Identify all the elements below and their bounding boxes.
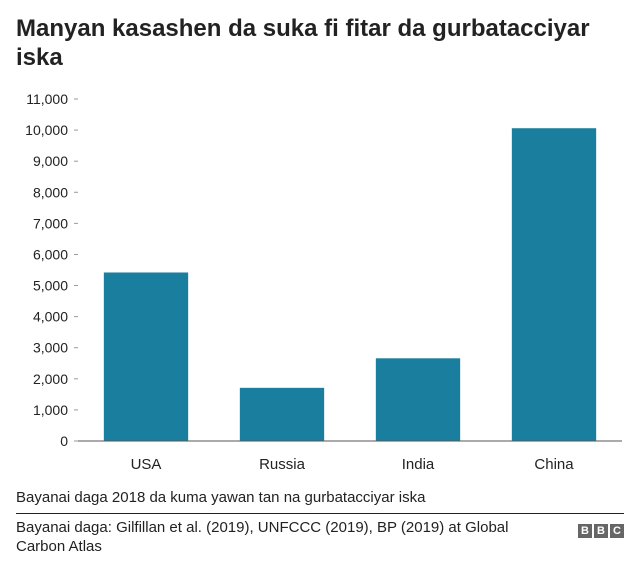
y-tick-label: 7,000 — [33, 215, 68, 231]
footer-divider — [16, 513, 624, 514]
x-category-label: India — [402, 456, 435, 473]
y-tick-label: 2,000 — [33, 371, 68, 387]
x-category-label: Russia — [259, 456, 306, 473]
y-tick-label: 9,000 — [33, 153, 68, 169]
chart-footnote: Bayanai daga 2018 da kuma yawan tan na g… — [16, 489, 426, 506]
bbc-logo: B B C — [578, 524, 624, 538]
y-tick-label: 10,000 — [25, 122, 68, 138]
chart-title: Manyan kasashen da suka fi fitar da gurb… — [16, 15, 590, 71]
bbc-logo-letter: C — [610, 524, 624, 538]
y-tick-label: 1,000 — [33, 402, 68, 418]
bbc-logo-letter: B — [578, 524, 592, 538]
x-category-label: USA — [131, 456, 162, 473]
bbc-logo-letter: B — [594, 524, 608, 538]
bar-china — [511, 128, 597, 441]
y-tick-label: 6,000 — [33, 246, 68, 262]
bar-india — [375, 358, 461, 441]
y-tick-label: 3,000 — [33, 340, 68, 356]
bar-usa — [103, 272, 189, 441]
y-tick-label: 4,000 — [33, 309, 68, 325]
chart-source: Bayanai daga: Gilfillan et al. (2019), U… — [16, 519, 509, 555]
x-axis: USA Russia India China — [78, 440, 622, 473]
y-axis: 0 1,000 2,000 3,000 4,000 5,000 6,000 7,000 8,00… — [25, 91, 78, 449]
bars — [103, 128, 597, 441]
y-tick-label: 11,000 — [26, 91, 68, 107]
y-tick-label: 5,000 — [33, 278, 68, 294]
x-category-label: China — [534, 456, 574, 473]
bar-chart: 0 1,000 2,000 3,000 4,000 5,000 6,000 7,000 8,00… — [25, 91, 622, 473]
y-tick-label: 0 — [60, 433, 68, 449]
y-tick-label: 8,000 — [33, 184, 68, 200]
bar-russia — [239, 387, 325, 441]
